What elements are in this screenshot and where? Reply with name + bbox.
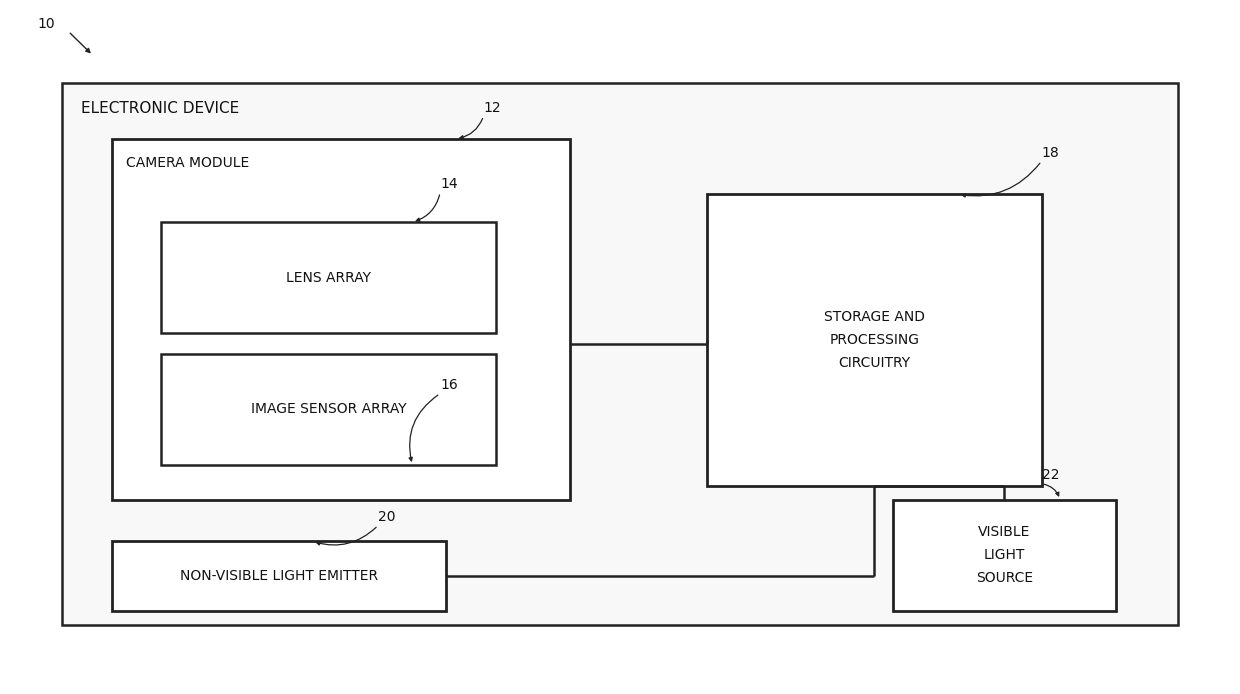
Text: 12: 12: [484, 101, 501, 115]
Text: 18: 18: [1042, 146, 1059, 160]
Text: STORAGE AND
PROCESSING
CIRCUITRY: STORAGE AND PROCESSING CIRCUITRY: [823, 310, 925, 370]
Bar: [112, 139, 570, 500]
Text: NON-VISIBLE LIGHT EMITTER: NON-VISIBLE LIGHT EMITTER: [180, 569, 378, 583]
Text: LENS ARRAY: LENS ARRAY: [286, 271, 371, 285]
Bar: [112, 541, 446, 611]
Text: VISIBLE
LIGHT
SOURCE: VISIBLE LIGHT SOURCE: [976, 525, 1033, 585]
Text: 16: 16: [440, 378, 458, 392]
Bar: [161, 354, 496, 465]
Text: IMAGE SENSOR ARRAY: IMAGE SENSOR ARRAY: [250, 403, 407, 416]
Text: 10: 10: [37, 17, 55, 31]
Text: ELECTRONIC DEVICE: ELECTRONIC DEVICE: [81, 101, 239, 116]
Text: CAMERA MODULE: CAMERA MODULE: [126, 156, 249, 170]
Bar: [707, 194, 1042, 486]
Bar: [161, 222, 496, 333]
Text: 20: 20: [378, 510, 396, 524]
Text: 14: 14: [440, 177, 458, 191]
Bar: [893, 500, 1116, 611]
Bar: [62, 83, 1178, 625]
Text: 22: 22: [1042, 468, 1059, 482]
